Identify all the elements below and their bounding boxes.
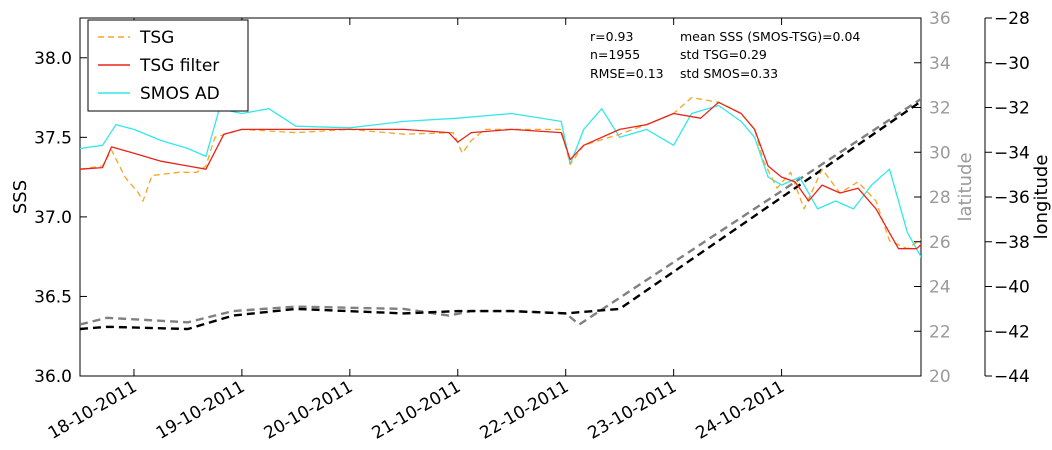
lat-tick-label: 32	[929, 99, 951, 119]
lat-tick-label: 24	[929, 278, 951, 298]
lat-tick-label: 20	[929, 367, 951, 387]
y-tick-label: 37.0	[34, 208, 72, 228]
y-axis-label-longitude: longitude	[1031, 155, 1052, 240]
stat-mean-diff: mean SSS (SMOS-TSG)=0.04	[680, 29, 860, 44]
y-axis-label-latitude: latitude	[955, 152, 976, 221]
y-tick-label: 36.0	[34, 367, 72, 387]
x-tick-label: 23-10-2011	[585, 377, 681, 444]
stat-n: n=1955	[590, 47, 640, 62]
lat-tick-label: 36	[929, 9, 951, 29]
lon-tick-label: −42	[994, 322, 1030, 342]
x-tick-label: 24-10-2011	[693, 377, 789, 444]
lon-tick-label: −34	[994, 143, 1030, 163]
x-tick-label: 20-10-2011	[261, 377, 357, 444]
x-tick-label: 18-10-2011	[45, 377, 141, 444]
y-tick-label: 38.0	[34, 49, 72, 69]
series-line-latitude	[80, 97, 921, 326]
plot-marks	[80, 96, 921, 331]
stat-rmse: RMSE=0.13	[590, 66, 664, 81]
stat-std-smos: std SMOS=0.33	[680, 66, 778, 81]
legend-label-smos: SMOS AD	[140, 84, 220, 104]
series-line-tsg-filter	[80, 101, 921, 250]
y-tick-label: 37.5	[34, 128, 72, 148]
legend-label-tsg-filter: TSG filter	[139, 56, 219, 76]
y-tick-label: 36.5	[34, 287, 72, 307]
legend: TSG TSG filter SMOS AD	[87, 19, 249, 112]
legend-label-tsg: TSG	[139, 28, 174, 48]
lat-tick-label: 26	[929, 233, 951, 253]
lon-tick-label: −32	[994, 99, 1030, 119]
lat-tick-label: 22	[929, 322, 951, 342]
x-tick-label: 19-10-2011	[153, 377, 249, 444]
lat-tick-label: 30	[929, 143, 951, 163]
stat-r: r=0.93	[590, 29, 633, 44]
stat-std-tsg: std TSG=0.29	[680, 47, 767, 62]
series-line-longitude	[80, 99, 921, 331]
lat-tick-label: 34	[929, 54, 951, 74]
lon-tick-label: −44	[994, 367, 1030, 387]
y-axis-label-sss: SSS	[10, 180, 31, 214]
lon-tick-label: −30	[994, 54, 1030, 74]
lon-tick-label: −38	[994, 233, 1030, 253]
lon-tick-label: −28	[994, 9, 1030, 29]
series-group	[80, 96, 921, 331]
lon-tick-label: −40	[994, 278, 1030, 298]
lat-tick-label: 28	[929, 188, 951, 208]
lon-tick-label: −36	[994, 188, 1030, 208]
x-tick-label: 21-10-2011	[369, 377, 465, 444]
stats-annotation: r=0.93 n=1955 RMSE=0.13 mean SSS (SMOS-T…	[590, 29, 860, 81]
x-tick-label: 22-10-2011	[477, 377, 573, 444]
series-line-smos-ad	[80, 104, 921, 258]
